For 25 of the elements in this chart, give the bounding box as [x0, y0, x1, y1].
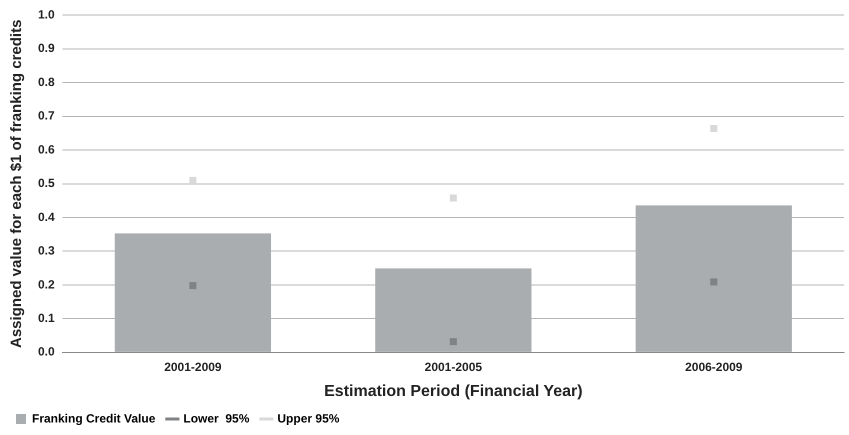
y-tick-label: 0.9 — [38, 41, 55, 56]
point — [189, 282, 196, 290]
y-tick-label: 0.0 — [38, 344, 55, 359]
y-axis-title: Assigned value for each $1 of franking credits — [8, 20, 26, 348]
point — [710, 278, 718, 286]
y-tick-label: 0.7 — [38, 108, 55, 123]
y-tick-label: 0.3 — [38, 244, 55, 258]
y-tick-label: 0.6 — [38, 142, 55, 156]
y-tick-label: 1.0 — [38, 8, 55, 22]
y-tick-label: 0.4 — [38, 210, 55, 224]
point — [710, 124, 718, 132]
point — [450, 194, 457, 202]
y-tick-label: 0.5 — [38, 176, 55, 190]
y-tick-label: 0.8 — [38, 74, 55, 89]
legend-label: Franking Credit Value — [32, 411, 156, 426]
x-tick-label: 2001-2005 — [424, 360, 482, 374]
x-axis-title: Estimation Period (Financial Year) — [324, 382, 583, 400]
point — [450, 338, 457, 346]
x-tick-label: 2006-2009 — [685, 360, 743, 374]
point — [189, 176, 196, 184]
x-tick-label: 2001-2009 — [164, 360, 222, 374]
y-tick-label: 0.1 — [38, 310, 55, 325]
y-tick-label: 0.2 — [38, 277, 55, 292]
legend-label: Lower 95% — [183, 411, 250, 426]
legend-label: Upper 95% — [277, 411, 340, 426]
